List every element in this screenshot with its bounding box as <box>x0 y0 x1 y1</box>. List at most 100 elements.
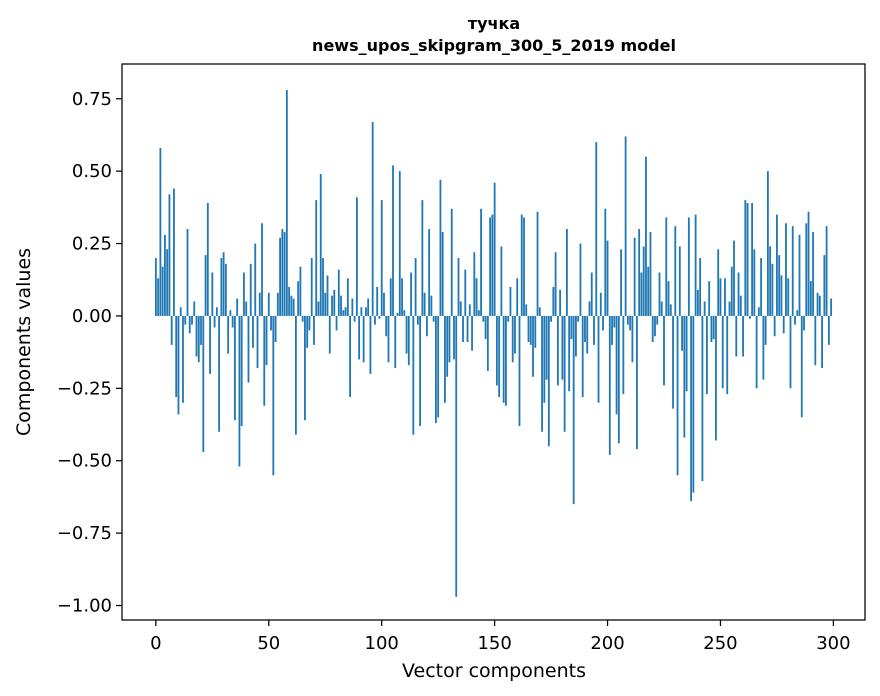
bar <box>346 278 349 316</box>
bar <box>184 315 187 325</box>
bar <box>166 249 169 316</box>
bar <box>362 315 365 363</box>
bar <box>785 223 787 316</box>
y-tick-label: 0.00 <box>72 306 112 327</box>
bar <box>654 315 656 337</box>
bar <box>753 249 756 316</box>
bar <box>313 315 315 345</box>
bar <box>748 315 751 319</box>
bar <box>475 278 478 316</box>
bar <box>701 315 704 481</box>
bar <box>692 315 695 493</box>
bar <box>622 315 625 395</box>
bar <box>514 315 516 354</box>
bar <box>715 315 717 441</box>
bar <box>484 315 487 340</box>
bar <box>649 231 652 316</box>
bar <box>773 315 776 337</box>
bar <box>726 315 729 395</box>
bar <box>173 188 175 316</box>
bar <box>193 301 196 316</box>
bar <box>252 315 254 348</box>
bar <box>236 298 239 316</box>
bar <box>396 313 399 316</box>
bar <box>283 231 286 316</box>
bar <box>249 263 252 316</box>
bar <box>491 214 494 316</box>
bar <box>656 315 659 325</box>
bar <box>188 315 191 334</box>
bar <box>455 315 458 597</box>
bar <box>414 258 417 316</box>
x-tick-label: 200 <box>590 633 624 654</box>
bar <box>215 307 218 316</box>
bar <box>712 315 715 340</box>
bar <box>807 211 810 316</box>
bar <box>511 315 514 363</box>
bar <box>746 203 749 316</box>
bar <box>541 315 543 432</box>
chart-title: тучка <box>468 14 520 33</box>
bar <box>254 243 257 316</box>
bar <box>739 295 742 316</box>
bar <box>355 197 358 316</box>
bar <box>437 315 440 418</box>
bar <box>735 315 738 357</box>
bar <box>498 315 501 398</box>
y-tick-label: 0.50 <box>72 161 112 182</box>
bar <box>604 208 607 316</box>
bar <box>626 315 629 325</box>
bar <box>771 263 774 316</box>
bar <box>821 315 823 369</box>
bar <box>473 252 476 316</box>
bar <box>342 310 345 316</box>
bar <box>164 234 166 316</box>
bar <box>247 315 250 383</box>
bar <box>816 292 819 316</box>
bar <box>204 255 207 316</box>
bar <box>818 295 821 316</box>
bar <box>733 240 735 316</box>
x-tick-label: 50 <box>257 633 280 654</box>
bar <box>552 286 555 316</box>
bar <box>778 255 781 316</box>
bar <box>374 315 376 325</box>
bar <box>200 315 202 345</box>
bar <box>617 315 620 444</box>
bar <box>791 226 794 316</box>
bar <box>258 292 261 316</box>
y-tick-label: −1.00 <box>57 596 112 617</box>
bar <box>764 315 767 345</box>
bar <box>265 315 268 366</box>
bar <box>333 289 336 316</box>
bar <box>401 278 403 316</box>
bar <box>267 292 270 316</box>
bar <box>482 315 485 322</box>
bar <box>647 266 650 316</box>
x-tick-label: 0 <box>150 633 161 654</box>
bar <box>760 258 763 316</box>
bar <box>326 275 329 316</box>
bar <box>389 278 392 316</box>
bar <box>776 214 778 316</box>
bar <box>306 315 309 348</box>
bar <box>261 223 263 316</box>
bar <box>290 295 293 316</box>
bar <box>547 315 550 447</box>
bar <box>690 315 693 502</box>
bar <box>780 275 783 316</box>
plot-frame <box>121 63 866 621</box>
bar <box>376 286 379 316</box>
bar <box>633 237 636 316</box>
bar <box>182 315 184 403</box>
bar <box>168 194 171 316</box>
bar <box>285 90 288 316</box>
bar <box>642 246 645 316</box>
bar <box>439 179 442 316</box>
bar <box>787 278 790 316</box>
bar <box>224 263 227 316</box>
bar <box>493 182 496 316</box>
bar <box>590 272 593 316</box>
bar <box>410 272 412 316</box>
bar <box>789 315 792 389</box>
